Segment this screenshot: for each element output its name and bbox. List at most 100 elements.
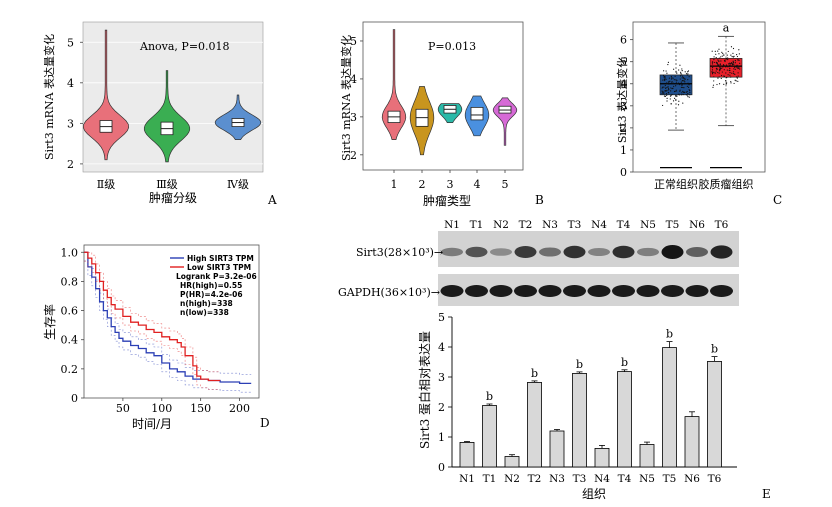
jitter-point [718, 48, 720, 50]
jitter-point [672, 100, 675, 102]
jitter-point [718, 72, 720, 74]
x-tick-label-2: Ⅳ级 [227, 178, 249, 191]
jitter-point [667, 63, 669, 66]
y-tick-label-1: 1 [620, 144, 627, 157]
panel-d-letter: D [260, 416, 270, 430]
jitter-point [737, 59, 739, 61]
jitter-point [733, 66, 736, 68]
y-tick-label-0: 0 [71, 392, 78, 405]
y-tick-label-3: 3 [67, 117, 74, 130]
jitter-point [666, 72, 668, 74]
jitter-point [715, 57, 717, 59]
jitter-point [734, 73, 736, 75]
jitter-point [670, 94, 672, 96]
y-tick-label-0: 0 [438, 461, 445, 474]
jitter-point [732, 52, 734, 55]
stat-phr: P(HR)=4.2e-06 [180, 290, 243, 299]
x-tick-label-5: 5 [502, 178, 509, 191]
panel-d-xlabel: 时间/月 [132, 417, 172, 431]
jitter-point [723, 83, 725, 85]
jitter-point [672, 82, 674, 84]
jitter-point [682, 75, 684, 77]
jitter-point [738, 67, 740, 69]
lane-label-T5: T5 [666, 219, 680, 231]
y-tick-label-5: 5 [67, 36, 74, 49]
jitter-point [679, 90, 681, 92]
jitter-point [717, 64, 719, 66]
bar-T1 [482, 405, 497, 468]
y-tick-label-4: 4 [438, 341, 445, 354]
lane-label-N5: N5 [640, 219, 656, 231]
jitter-point [732, 71, 735, 73]
gapdh-blot-label: GAPDH(36×10³)→ [338, 286, 440, 299]
gapdh-band-T4 [612, 285, 635, 297]
gapdh-band-N4 [587, 285, 611, 297]
jitter-point [664, 84, 666, 87]
jitter-point [666, 94, 668, 96]
jitter-point [680, 71, 682, 74]
jitter-point [675, 89, 677, 91]
lane-label-N1: N1 [444, 219, 460, 231]
jitter-point [676, 95, 678, 97]
jitter-point [664, 77, 666, 79]
jitter-point [665, 78, 667, 80]
jitter-point [734, 60, 736, 62]
x-tick-label-50: 50 [116, 402, 130, 415]
jitter-point [734, 62, 736, 64]
panel-b-ylabel: Sirt3 mRNA 表达量变化 [339, 35, 353, 161]
jitter-point [675, 79, 677, 81]
jitter-point [739, 62, 741, 64]
sirt3-band-T5 [661, 245, 684, 259]
jitter-point [676, 79, 678, 81]
jitter-point [676, 72, 678, 74]
sirt3-band-T1 [465, 246, 488, 258]
jitter-point [717, 77, 719, 79]
lane-label-N2: N2 [493, 219, 509, 231]
jitter-point [722, 66, 724, 68]
jitter-point [725, 58, 728, 60]
jitter-point [730, 46, 733, 48]
jitter-point [667, 87, 670, 90]
y-tick-label-2: 2 [438, 401, 445, 414]
bar-T4 [617, 371, 632, 468]
jitter-point [685, 83, 687, 85]
jitter-point [683, 78, 686, 80]
panel-d-plot-frame [83, 244, 260, 399]
jitter-point [714, 65, 716, 67]
jitter-point [685, 73, 688, 75]
jitter-point [722, 52, 724, 55]
jitter-point [675, 95, 677, 97]
jitter-point [718, 76, 720, 78]
y-tick-label-4: 4 [620, 78, 627, 91]
jitter-point [680, 81, 682, 83]
jitter-point [687, 82, 689, 84]
jitter-point [725, 82, 727, 84]
sirt3-band-N5 [637, 247, 659, 257]
lane-label-T3: T3 [568, 219, 582, 231]
significance-mark-T5: b [666, 328, 673, 341]
panel-e-western-blot-and-bar-chart: N1 T1 N2 T2 N3 T3 N4 T4 N5 T5 N6 T6 Sirt3(28×10³)→ … [338, 219, 771, 501]
box-4 [470, 106, 484, 121]
gapdh-band-T3 [563, 285, 586, 297]
jitter-point [717, 71, 719, 74]
panel-a-letter: A [267, 193, 277, 207]
bar-T6 [707, 360, 722, 468]
ci-lower-0 [83, 260, 252, 393]
jitter-point [719, 63, 722, 65]
jitter-point [732, 61, 735, 63]
gapdh-band-T6 [710, 285, 733, 297]
jitter-point [675, 70, 677, 72]
y-tick-label-6: 6 [620, 34, 627, 47]
panel-d-legend: High SIRT3 TPM Low SIRT3 TPM Logrank P=3… [170, 254, 257, 317]
panel-c-plot-frame [632, 21, 766, 173]
jitter-point [728, 66, 730, 68]
jitter-point [677, 104, 680, 106]
jitter-point [661, 93, 663, 95]
panel-c-marks: 0 1 2 3 4 5 6 正常组织 胶质瘤组织 a [620, 21, 754, 191]
jitter-point [674, 97, 676, 99]
jitter-point [687, 70, 690, 72]
jitter-point [729, 72, 731, 74]
jitter-point [731, 72, 733, 74]
x-tick-label-T5: T5 [663, 473, 677, 485]
jitter-point [670, 87, 672, 89]
